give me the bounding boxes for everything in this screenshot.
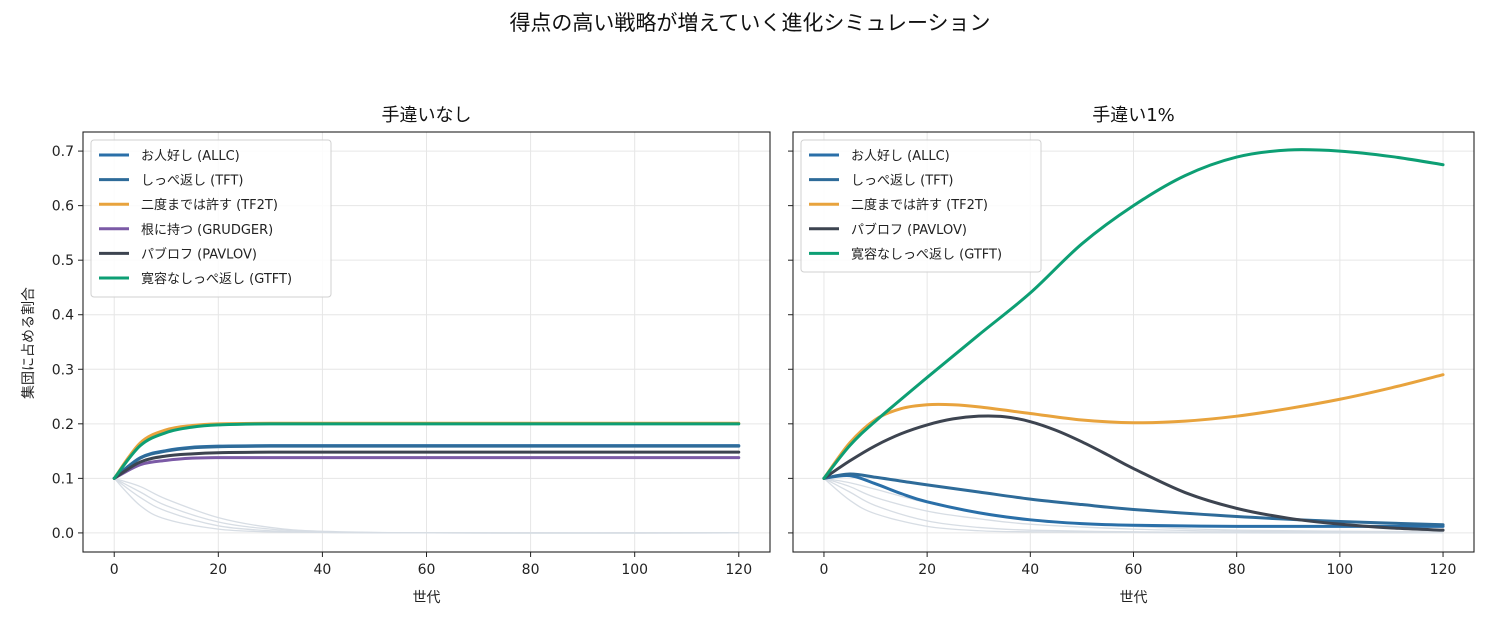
x-axis-label: 世代 — [1120, 590, 1148, 606]
series-line — [112, 422, 741, 480]
legend-label: しっぺ返し (TFT) — [851, 174, 953, 189]
x-tick-label: 80 — [1228, 562, 1246, 578]
series-line — [822, 473, 1445, 528]
legend-label: 寛容なしっぺ返し (GTFT) — [141, 271, 292, 287]
background-series-line — [823, 477, 1444, 534]
legend-label: 根に持つ (GRUDGER) — [141, 223, 273, 238]
x-tick-label: 40 — [1021, 562, 1039, 578]
series-line — [112, 444, 741, 480]
legend-label: 二度までは許す (TF2T) — [141, 197, 278, 213]
legend: お人好し (ALLC) しっぺ返し (TFT) 二度までは許す (TF2T) 根に持つ… — [90, 139, 332, 298]
x-tick-label: 0 — [110, 562, 119, 578]
panel-title: 手違い1% — [1092, 105, 1175, 126]
series-line — [822, 373, 1445, 480]
legend-label: お人好し (ALLC) — [141, 149, 240, 164]
x-tick-label: 0 — [819, 562, 828, 578]
figure-title: 得点の高い戦略が増えていく進化シミュレーション — [509, 11, 990, 35]
x-tick-label: 100 — [1326, 562, 1353, 578]
legend-box — [90, 139, 332, 298]
x-tick-label: 120 — [1430, 562, 1457, 578]
x-tick-label: 60 — [418, 562, 436, 578]
legend: お人好し (ALLC) しっぺ返し (TFT) 二度までは許す (TF2T) パブロフ… — [800, 139, 1042, 273]
panel-title: 手違いなし — [382, 105, 472, 126]
x-tick-label: 120 — [725, 562, 752, 578]
background-series-line — [823, 477, 1444, 534]
y-tick-label: 0.5 — [52, 253, 74, 269]
legend-label: お人好し (ALLC) — [851, 149, 950, 164]
series-line — [822, 148, 1445, 480]
x-tick-label: 100 — [621, 562, 648, 578]
x-tick-label: 20 — [209, 562, 227, 578]
x-tick-label: 60 — [1125, 562, 1143, 578]
series-line — [112, 450, 741, 480]
legend-label: しっぺ返し (TFT) — [141, 174, 243, 189]
y-tick-label: 0.6 — [52, 199, 74, 215]
legend-label: パブロフ (PAVLOV) — [851, 222, 967, 238]
chart-panel-error-1pct: 手違い1% 0 20 40 60 80 100 120 世代 お人好し (ALLC) しっぺ返し (… — [788, 105, 1475, 606]
series-line — [112, 456, 741, 480]
plot-frame — [82, 131, 771, 553]
plot-frame — [792, 131, 1475, 553]
y-tick-label: 0.7 — [52, 144, 74, 160]
y-tick-label: 0.1 — [52, 471, 74, 487]
legend-box — [800, 139, 1042, 273]
background-series-line — [114, 477, 739, 534]
y-tick-label: 0.3 — [52, 362, 74, 378]
y-tick-label: 0.4 — [52, 308, 74, 324]
legend-label: 二度までは許す (TF2T) — [851, 197, 988, 213]
y-axis-label: 集団に占める割合 — [20, 287, 37, 399]
series-line — [822, 414, 1445, 532]
y-tick-label: 0.2 — [52, 417, 74, 433]
x-tick-label: 40 — [313, 562, 331, 578]
x-axis-label: 世代 — [413, 590, 441, 606]
x-tick-label: 80 — [522, 562, 540, 578]
legend-label: 寛容なしっぺ返し (GTFT) — [851, 246, 1002, 262]
y-tick-label: 0.0 — [52, 526, 74, 542]
legend-label: パブロフ (PAVLOV) — [141, 246, 257, 262]
x-tick-label: 20 — [918, 562, 936, 578]
chart-panel-no-error: 手違いなし 0 20 40 60 80 100 120 0.0 0.1 0.2 0.3 0.4 0.5 0.… — [52, 105, 771, 606]
